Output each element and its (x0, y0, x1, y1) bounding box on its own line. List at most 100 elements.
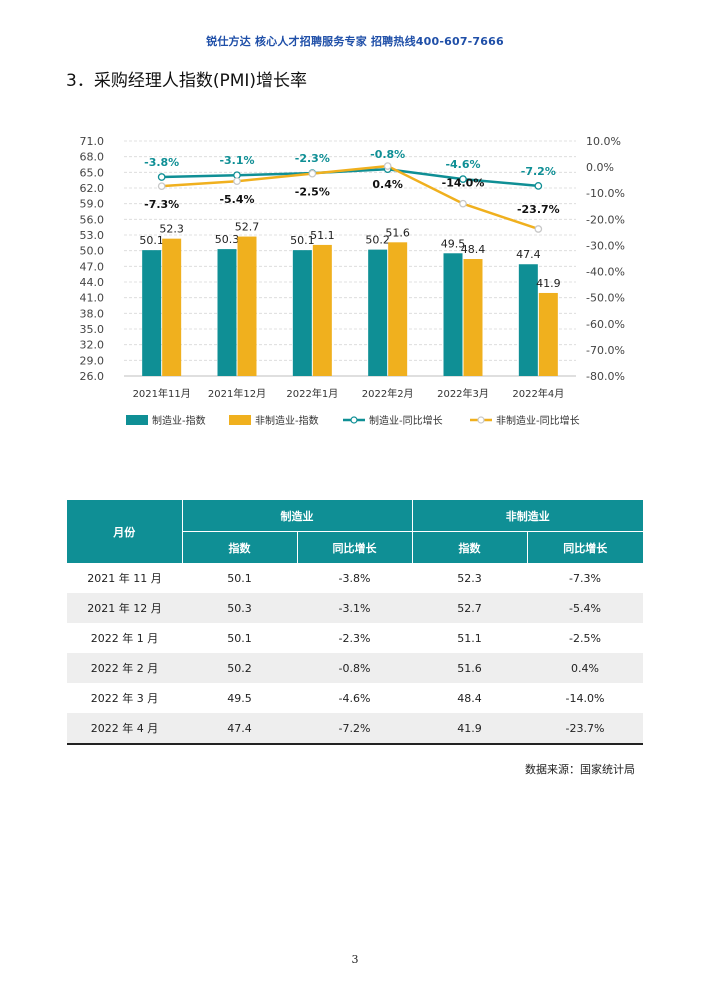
bar-manufacturing-index (217, 249, 237, 376)
legend-label: 制造业-指数 (152, 414, 206, 427)
right-axis-tick: -60.0% (586, 318, 625, 331)
cell-mfg-yoy: -4.6% (338, 691, 371, 705)
bar-non-manufacturing-index (463, 259, 483, 376)
line-label-non-manufacturing: -5.4% (219, 193, 254, 206)
header-banner: 锐仕方达 核心人才招聘服务专家 招聘热线400-607-7666 (206, 35, 504, 48)
left-axis-tick: 59.0 (80, 198, 105, 211)
line-label-manufacturing: -7.2% (521, 165, 556, 178)
legend-marker (350, 416, 358, 424)
left-axis-tick: 47.0 (80, 260, 105, 273)
left-axis-tick: 62.0 (80, 182, 105, 195)
left-axis-tick: 68.0 (80, 151, 105, 164)
legend-swatch (229, 415, 251, 425)
cell-month: 2021 年 12 月 (67, 593, 182, 623)
left-axis-tick: 35.0 (80, 323, 105, 336)
legend-marker (477, 416, 485, 424)
bar-label-non-manufacturing: 41.9 (536, 277, 561, 290)
left-axis-tick: 41.0 (80, 292, 105, 305)
bar-label-non-manufacturing: 51.1 (310, 229, 335, 242)
line-label-non-manufacturing: -2.5% (295, 186, 330, 199)
cell-nonmfg-index: 48.4 (457, 691, 482, 705)
bar-label-manufacturing: 50.1 (290, 234, 315, 247)
right-axis-tick: 10.0% (586, 135, 621, 148)
legend-label: 非制造业-指数 (255, 414, 319, 427)
x-axis-tick: 2021年11月 (133, 387, 191, 400)
right-axis-tick: -40.0% (586, 266, 625, 279)
bar-non-manufacturing-index (312, 244, 332, 376)
bar-label-non-manufacturing: 48.4 (461, 243, 486, 256)
cell-month: 2022 年 3 月 (90, 692, 159, 705)
section-title: 3．采购经理人指数(PMI)增长率 (66, 71, 308, 91)
cell-nonmfg-index: 51.1 (457, 631, 482, 645)
line-label-manufacturing: -4.6% (445, 158, 480, 171)
table-row: 2022 年 1 月 50.1 -2.3% 51.1 -2.5% (67, 623, 643, 653)
cell-nonmfg-yoy: 0.4% (527, 653, 643, 683)
x-axis-tick: 2022年4月 (512, 387, 564, 400)
point-non-manufacturing-yoy (534, 225, 543, 233)
bar-label-manufacturing: 50.3 (215, 233, 240, 246)
left-axis-tick: 44.0 (80, 276, 105, 289)
bar-non-manufacturing-index (237, 236, 257, 376)
bar-label-manufacturing: 47.4 (516, 248, 541, 261)
right-axis-tick: -30.0% (586, 239, 625, 252)
point-non-manufacturing-yoy (157, 182, 166, 191)
left-axis-tick: 53.0 (80, 229, 105, 242)
cell-mfg-index: 47.4 (182, 713, 297, 745)
table-row: 2021 年 11 月 50.1 -3.8% 52.3 -7.3% (67, 563, 643, 593)
subheader-mfg-yoy: 同比增长 (296, 531, 412, 563)
point-manufacturing-yoy (459, 175, 467, 183)
cell-nonmfg-index: 41.9 (412, 713, 527, 745)
cell-nonmfg-yoy: -14.0% (565, 691, 605, 705)
header-month: 月份 (67, 500, 182, 563)
header-non-manufacturing: 非制造业 (411, 500, 643, 532)
cell-nonmfg-yoy: -2.5% (569, 631, 601, 645)
cell-nonmfg-index: 51.6 (412, 653, 527, 683)
left-axis-tick: 32.0 (80, 339, 105, 352)
left-axis-tick: 38.0 (80, 307, 105, 320)
cell-mfg-yoy: -0.8% (297, 653, 412, 683)
line-label-manufacturing: -3.8% (144, 156, 179, 169)
cell-nonmfg-yoy: -5.4% (527, 593, 643, 623)
cell-month: 2022 年 1 月 (90, 632, 159, 645)
line-label-manufacturing: -2.3% (295, 152, 330, 165)
line-label-manufacturing: -3.1% (219, 154, 254, 167)
line-label-non-manufacturing: -23.7% (517, 203, 560, 216)
x-axis-tick: 2022年1月 (286, 387, 338, 400)
line-label-non-manufacturing: -14.0% (442, 177, 485, 190)
bar-manufacturing-index (368, 249, 388, 376)
cell-mfg-yoy: -3.8% (338, 571, 371, 585)
x-axis-tick: 2021年12月 (208, 387, 266, 400)
cell-month: 2021 年 11 月 (87, 572, 162, 585)
cell-mfg-index: 50.2 (182, 653, 297, 683)
line-label-non-manufacturing: -7.3% (144, 198, 179, 211)
bar-label-non-manufacturing: 52.7 (235, 221, 260, 234)
table-row: 2022 年 4 月 47.4 -7.2% 41.9 -23.7% (67, 713, 643, 745)
point-manufacturing-yoy (157, 173, 166, 181)
left-axis-tick: 56.0 (80, 213, 105, 226)
right-axis-tick: 0.0% (586, 161, 614, 174)
pmi-chart: 71.0 68.0 65.0 62.0 59.0 56.0 53.0 50.0 47.0 44.0… (80, 135, 625, 427)
bar-label-manufacturing: 50.1 (139, 234, 164, 247)
right-axis-tick: -10.0% (586, 187, 625, 200)
bar-manufacturing-index (292, 250, 312, 376)
cell-mfg-index: 50.3 (182, 593, 297, 623)
cell-mfg-yoy: -2.3% (338, 631, 371, 645)
bar-label-manufacturing: 49.5 (441, 237, 466, 250)
bar-manufacturing-index (142, 250, 162, 376)
bar-label-manufacturing: 50.2 (365, 234, 390, 247)
line-label-manufacturing: -0.8% (370, 148, 405, 161)
left-axis-tick: 29.0 (80, 354, 105, 367)
legend-label: 制造业-同比增长 (369, 414, 443, 427)
cell-nonmfg-yoy: -7.3% (569, 571, 601, 585)
cell-month: 2022 年 4 月 (67, 713, 182, 745)
legend-swatch (126, 415, 148, 425)
subheader-mfg-index: 指数 (181, 531, 297, 563)
cell-nonmfg-index: 52.7 (412, 593, 527, 623)
cell-mfg-yoy: -7.2% (297, 713, 412, 745)
point-non-manufacturing-yoy (459, 199, 467, 208)
x-axis-tick: 2022年2月 (362, 387, 414, 400)
line-label-non-manufacturing: 0.4% (372, 178, 403, 191)
cell-mfg-index: 50.1 (227, 631, 252, 645)
subheader-nonmfg-yoy: 同比增长 (526, 531, 643, 563)
point-manufacturing-yoy (534, 182, 543, 190)
